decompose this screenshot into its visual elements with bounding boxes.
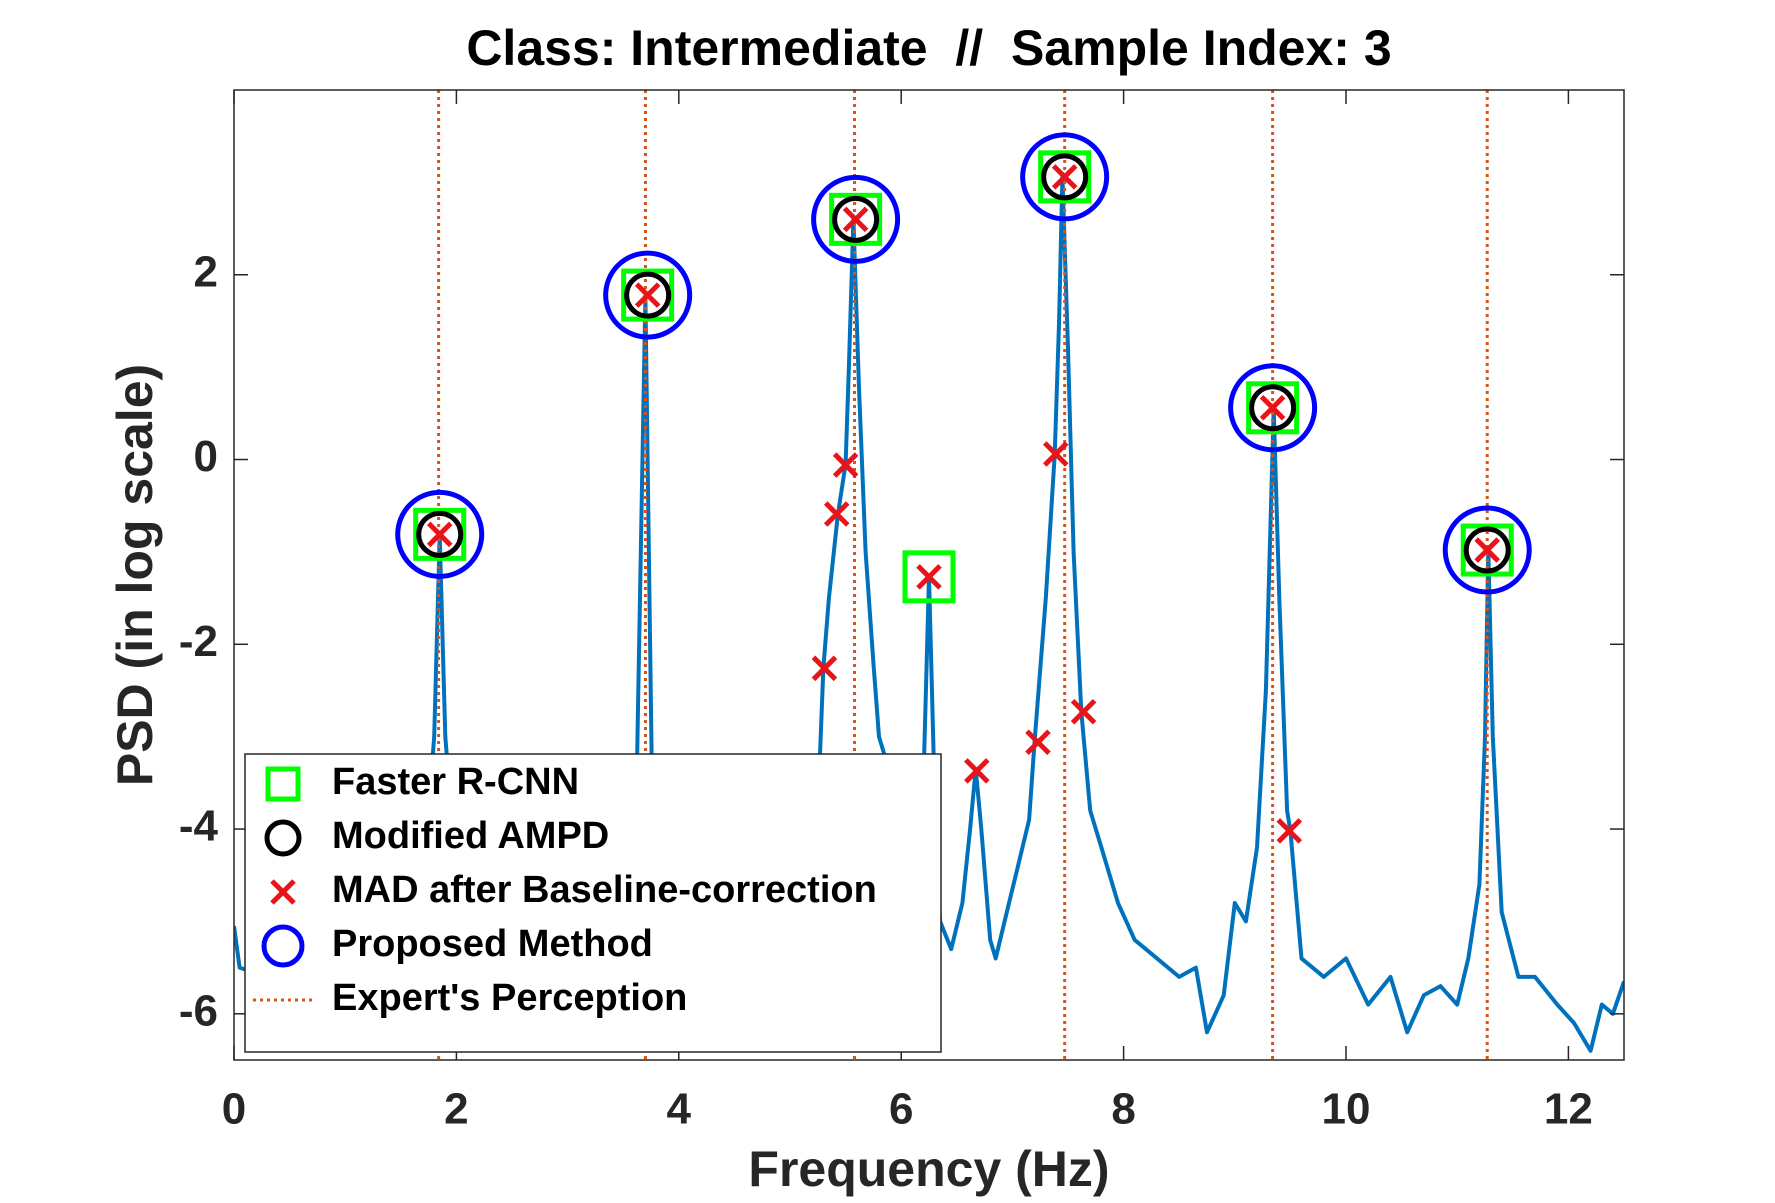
legend-label: Expert's Perception	[332, 977, 687, 1019]
legend-label: Faster R-CNN	[332, 761, 579, 803]
square-marker	[621, 268, 675, 322]
x-tick-label: 10	[1322, 1085, 1371, 1134]
x-tick-label: 6	[889, 1085, 913, 1134]
x-marker	[1474, 537, 1500, 563]
x-marker	[1043, 441, 1069, 467]
x-marker	[1070, 698, 1097, 725]
x-marker	[842, 206, 869, 233]
x-marker	[1051, 164, 1078, 190]
large-circle-marker	[1442, 505, 1532, 595]
x-tick-label: 0	[222, 1085, 246, 1134]
y-axis-label: PSD (in log scale)	[107, 364, 163, 786]
y-tick-label: 0	[194, 432, 218, 481]
square-marker	[829, 192, 883, 246]
x-marker	[832, 452, 859, 478]
x-marker	[823, 501, 850, 527]
square-marker	[1246, 381, 1300, 435]
x-marker	[426, 521, 453, 548]
x-marker	[916, 564, 942, 590]
large-circle-marker	[811, 174, 901, 264]
square-marker	[902, 550, 956, 604]
overlay: 0 2 4 6 8 10 12 -6 -4 -2 0 2 Faster R-CNN Modified AM…	[179, 89, 1625, 1134]
x-marker	[634, 282, 661, 308]
x-marker	[1259, 395, 1286, 421]
y-tick-label: 2	[194, 247, 218, 296]
large-circle-marker	[1020, 132, 1110, 222]
circle-marker	[624, 271, 672, 319]
axes-box	[233, 89, 1625, 1061]
legend-swatch	[261, 924, 305, 968]
x-tick-label: 8	[1111, 1085, 1135, 1134]
square-marker	[1038, 150, 1092, 204]
square-marker	[1460, 523, 1514, 577]
legend-swatch	[265, 766, 301, 802]
circle-marker	[832, 195, 880, 243]
chart-title: Class: Intermediate // Sample Index: 3	[466, 20, 1391, 76]
y-tick-label: -2	[179, 617, 218, 666]
x-marker	[1276, 818, 1303, 844]
legend-swatch	[270, 879, 296, 905]
legend-swatch	[264, 819, 302, 857]
plot-area	[234, 90, 1624, 1060]
legend-box	[244, 753, 942, 1053]
x-axis-label: Frequency (Hz)	[748, 1141, 1109, 1197]
legend-label: MAD after Baseline-correction	[332, 869, 877, 911]
x-tick-label: 4	[667, 1085, 692, 1134]
large-circle-marker	[395, 489, 485, 579]
circle-marker	[1463, 526, 1511, 574]
legend-label: Modified AMPD	[332, 815, 609, 857]
x-marker	[964, 758, 990, 784]
legend-label: Proposed Method	[332, 923, 653, 965]
x-marker	[1025, 729, 1051, 755]
x-tick-label: 12	[1544, 1085, 1593, 1134]
circle-marker	[416, 510, 464, 558]
circle-marker	[1249, 384, 1297, 432]
y-tick-label: -6	[179, 986, 218, 1035]
large-circle-marker	[603, 250, 693, 340]
circle-marker	[1041, 153, 1089, 201]
large-circle-marker	[1228, 363, 1318, 453]
square-marker	[413, 507, 467, 561]
x-marker	[811, 655, 838, 682]
x-tick-label: 2	[444, 1085, 468, 1134]
y-tick-label: -4	[179, 802, 219, 851]
